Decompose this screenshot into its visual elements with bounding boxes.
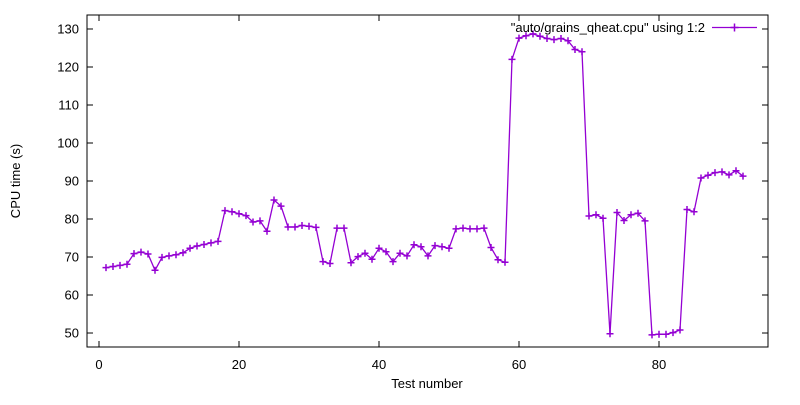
legend: "auto/grains_qheat.cpu" using 1:2 (511, 20, 757, 35)
y-tick-label: 90 (65, 174, 79, 189)
legend-series-label: "auto/grains_qheat.cpu" using 1:2 (511, 20, 705, 35)
x-tick-label: 0 (95, 357, 102, 372)
y-tick-label: 80 (65, 212, 79, 227)
plot-border (86, 14, 769, 348)
x-axis-title: Test number (391, 376, 463, 391)
y-tick-label: 60 (65, 288, 79, 303)
x-tick-label: 40 (372, 357, 386, 372)
x-tick-label: 80 (652, 357, 666, 372)
data-series (102, 30, 747, 339)
y-tick-label: 100 (57, 135, 79, 150)
y-tick-label: 110 (58, 97, 79, 112)
x-tick-label: 60 (512, 357, 526, 372)
y-axis-title: CPU time (s) (8, 144, 23, 218)
y-tick-label: 70 (65, 250, 79, 265)
y-tick-label: 130 (57, 21, 79, 36)
y-tick-label: 50 (65, 326, 79, 341)
series-line (105, 33, 744, 336)
x-tick-label: 20 (232, 357, 246, 372)
axis-ticks (87, 15, 768, 347)
y-tick-label: 120 (57, 59, 79, 74)
legend-plus-marker (730, 23, 739, 32)
axis-tick-labels: 0 20 40 60 80 50 60 70 80 90 100 110 120 130 (57, 21, 666, 372)
series-plus-markers (102, 30, 747, 339)
